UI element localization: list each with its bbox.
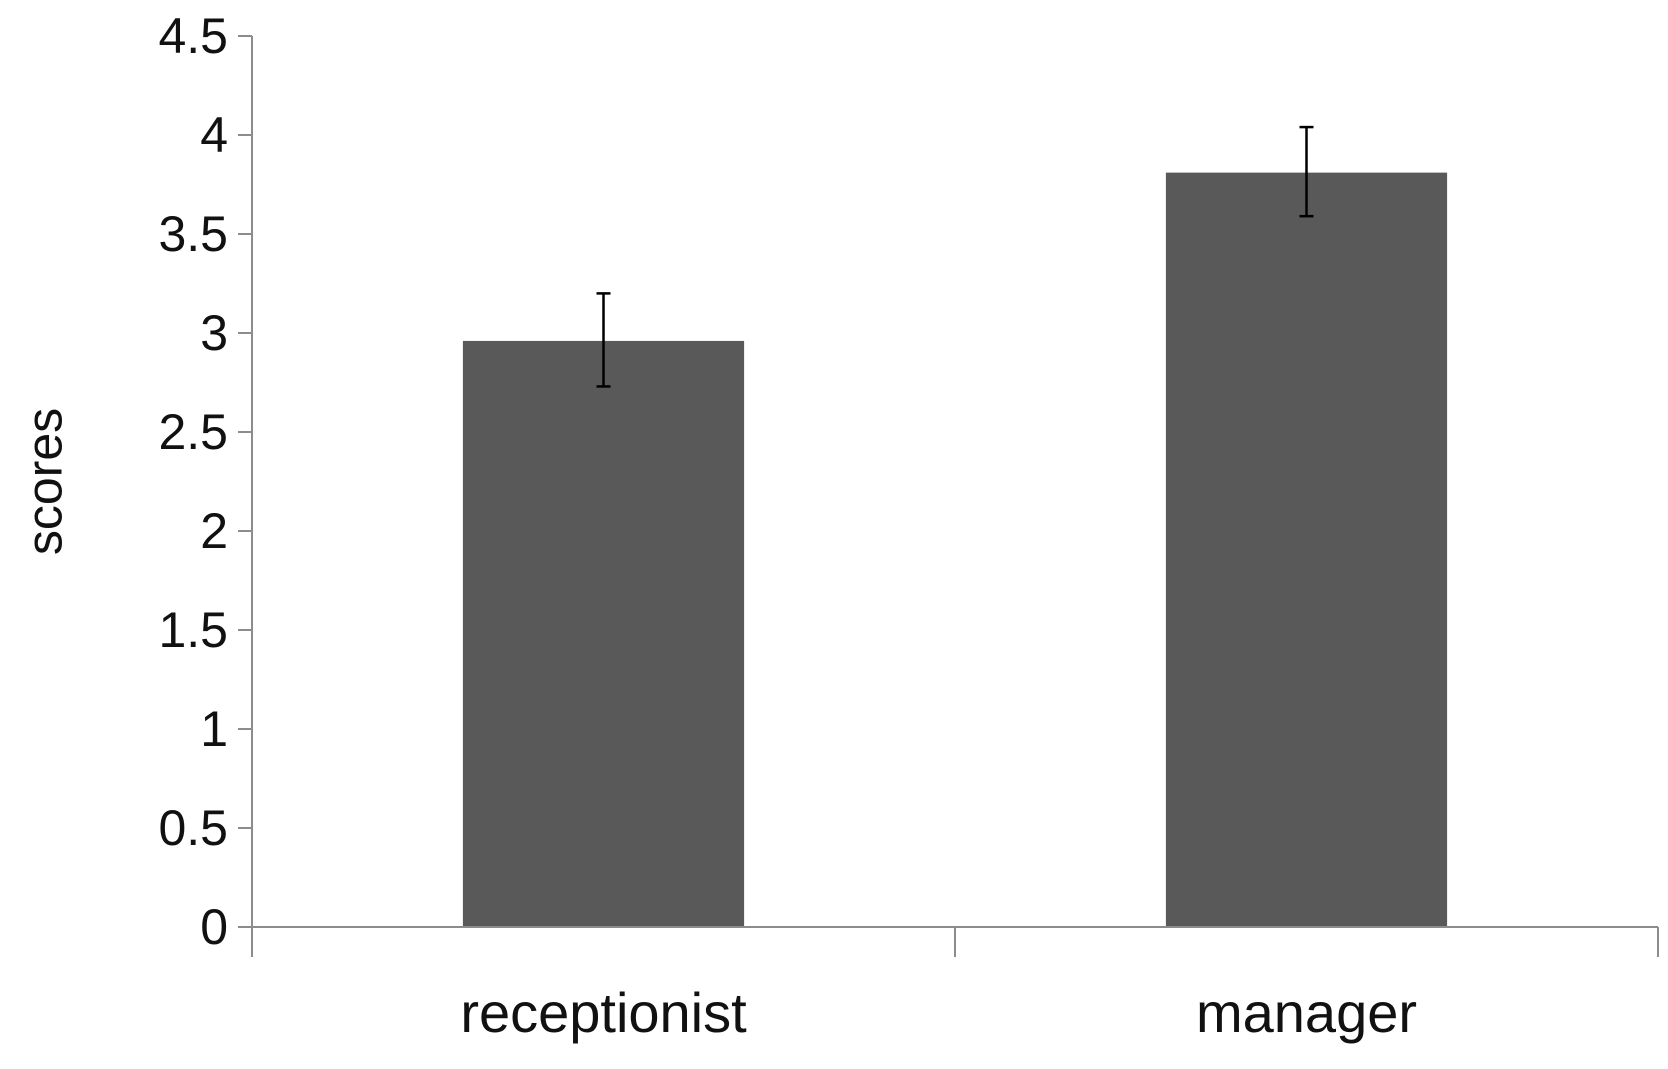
x-category-label-manager: manager: [1196, 981, 1417, 1044]
bar-receptionist: [462, 340, 745, 927]
y-tick-label: 0.5: [158, 800, 228, 856]
y-ticks-layer: 0 0.5 1 1.5 2 2.5 3 3.5 4 4.5: [158, 8, 252, 955]
x-category-label-receptionist: receptionist: [460, 981, 747, 1044]
x-categories-layer: receptionist manager: [460, 981, 1417, 1044]
y-tick-label: 1.5: [158, 602, 228, 658]
error-bar-manager: [1299, 125, 1314, 218]
y-tick-label: 2.5: [158, 404, 228, 460]
y-tick-label: 4: [200, 107, 228, 163]
y-tick-label: 0: [200, 899, 228, 955]
y-tick-label: 3.5: [158, 206, 228, 262]
error-bars-layer: [596, 125, 1314, 388]
bars-layer: [462, 172, 1448, 927]
error-bar-receptionist: [596, 292, 611, 388]
y-tick-label: 1: [200, 701, 228, 757]
y-tick-label: 4.5: [158, 8, 228, 64]
y-tick-label: 2: [200, 503, 228, 559]
bar-manager: [1165, 172, 1448, 927]
axes-layer: [251, 36, 1659, 957]
y-axis-title: scores: [17, 408, 73, 555]
y-tick-label: 3: [200, 305, 228, 361]
